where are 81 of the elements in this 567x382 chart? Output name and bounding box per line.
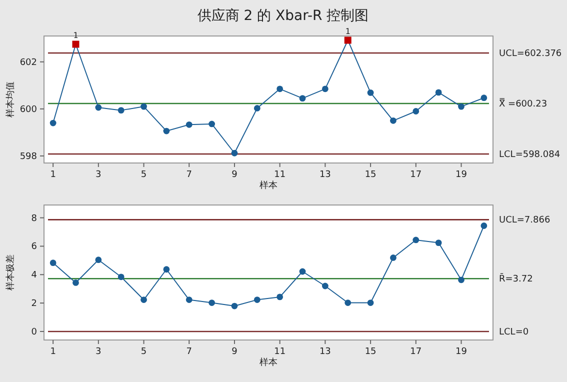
x-tick-label: 11 — [274, 347, 286, 357]
y-tick-label: 2 — [31, 299, 37, 310]
point — [95, 256, 102, 264]
point — [299, 268, 306, 275]
point — [480, 222, 488, 229]
point — [208, 120, 216, 128]
x-tick-label: 9 — [232, 347, 238, 357]
point — [140, 296, 147, 303]
x-tick-label: 1 — [50, 347, 56, 357]
point — [412, 236, 420, 244]
x-tick-label: 13 — [319, 347, 331, 357]
point — [299, 95, 306, 102]
point — [95, 104, 102, 111]
point — [163, 128, 170, 134]
point — [118, 107, 124, 114]
point — [276, 86, 284, 92]
ref-line-label: LCL=0 — [499, 327, 529, 338]
y-tick-label: 602 — [20, 58, 37, 68]
ref-line-label: UCL=602.376 — [499, 49, 562, 60]
point — [458, 103, 464, 110]
point — [322, 86, 328, 92]
x-tick-label: 11 — [274, 170, 286, 180]
point — [50, 260, 56, 266]
y-axis-title: 样本均值 — [5, 82, 16, 118]
point — [254, 296, 260, 303]
x-tick-label: 19 — [456, 170, 468, 180]
point — [435, 89, 442, 96]
point — [231, 302, 238, 310]
point — [72, 280, 79, 286]
point — [163, 266, 170, 273]
chart-title: 供应商 2 的 Xbar-R 控制图 — [197, 8, 369, 24]
point — [186, 121, 192, 128]
x-tick-label: 3 — [96, 347, 102, 357]
ref-line-label: X̿ =600.23 — [499, 98, 548, 110]
annotation: 1 — [345, 27, 350, 36]
x-axis-title: 样本 — [260, 180, 278, 191]
point — [344, 300, 352, 306]
point — [367, 89, 374, 96]
ref-line-label: LCL=598.084 — [499, 150, 560, 160]
point — [390, 117, 396, 124]
point — [322, 282, 328, 290]
y-tick-label: 600 — [20, 104, 38, 115]
x-tick-label: 7 — [186, 170, 192, 180]
x-tick-label: 15 — [364, 347, 376, 357]
x-tick-label: 17 — [410, 347, 422, 357]
x-axis-title: 样本 — [260, 357, 278, 368]
point — [140, 103, 147, 110]
x-tick-label: 9 — [232, 170, 238, 180]
ref-line-label: R̄=3.72 — [499, 272, 533, 285]
point — [276, 294, 284, 300]
x-tick-label: 7 — [186, 347, 192, 357]
point — [254, 105, 260, 112]
annotation: 1 — [73, 31, 78, 40]
ref-line-label: UCL=7.866 — [499, 216, 550, 226]
point — [412, 108, 420, 114]
x-tick-label: 13 — [319, 170, 331, 180]
point — [458, 276, 464, 284]
point — [118, 274, 124, 280]
point — [480, 94, 488, 102]
x-tick-label: 5 — [140, 347, 147, 357]
y-tick-label: 4 — [31, 270, 38, 281]
x-tick-label: 5 — [140, 170, 147, 180]
point — [435, 240, 442, 246]
point — [186, 296, 192, 303]
point — [344, 36, 352, 44]
y-tick-label: 8 — [31, 214, 38, 224]
point — [208, 300, 216, 306]
point — [72, 40, 80, 48]
point — [367, 300, 374, 306]
x-tick-label: 17 — [410, 170, 422, 180]
x-tick-label: 3 — [96, 170, 102, 180]
point — [390, 254, 396, 261]
point — [50, 120, 56, 126]
x-tick-label: 15 — [364, 170, 376, 180]
y-axis-title: 样本极差 — [5, 254, 16, 290]
y-tick-label: 598 — [20, 152, 38, 162]
x-tick-label: 1 — [50, 170, 56, 180]
point — [231, 150, 238, 156]
x-tick-label: 19 — [456, 347, 468, 357]
y-tick-label: 0 — [31, 327, 38, 338]
y-tick-label: 6 — [31, 242, 38, 252]
